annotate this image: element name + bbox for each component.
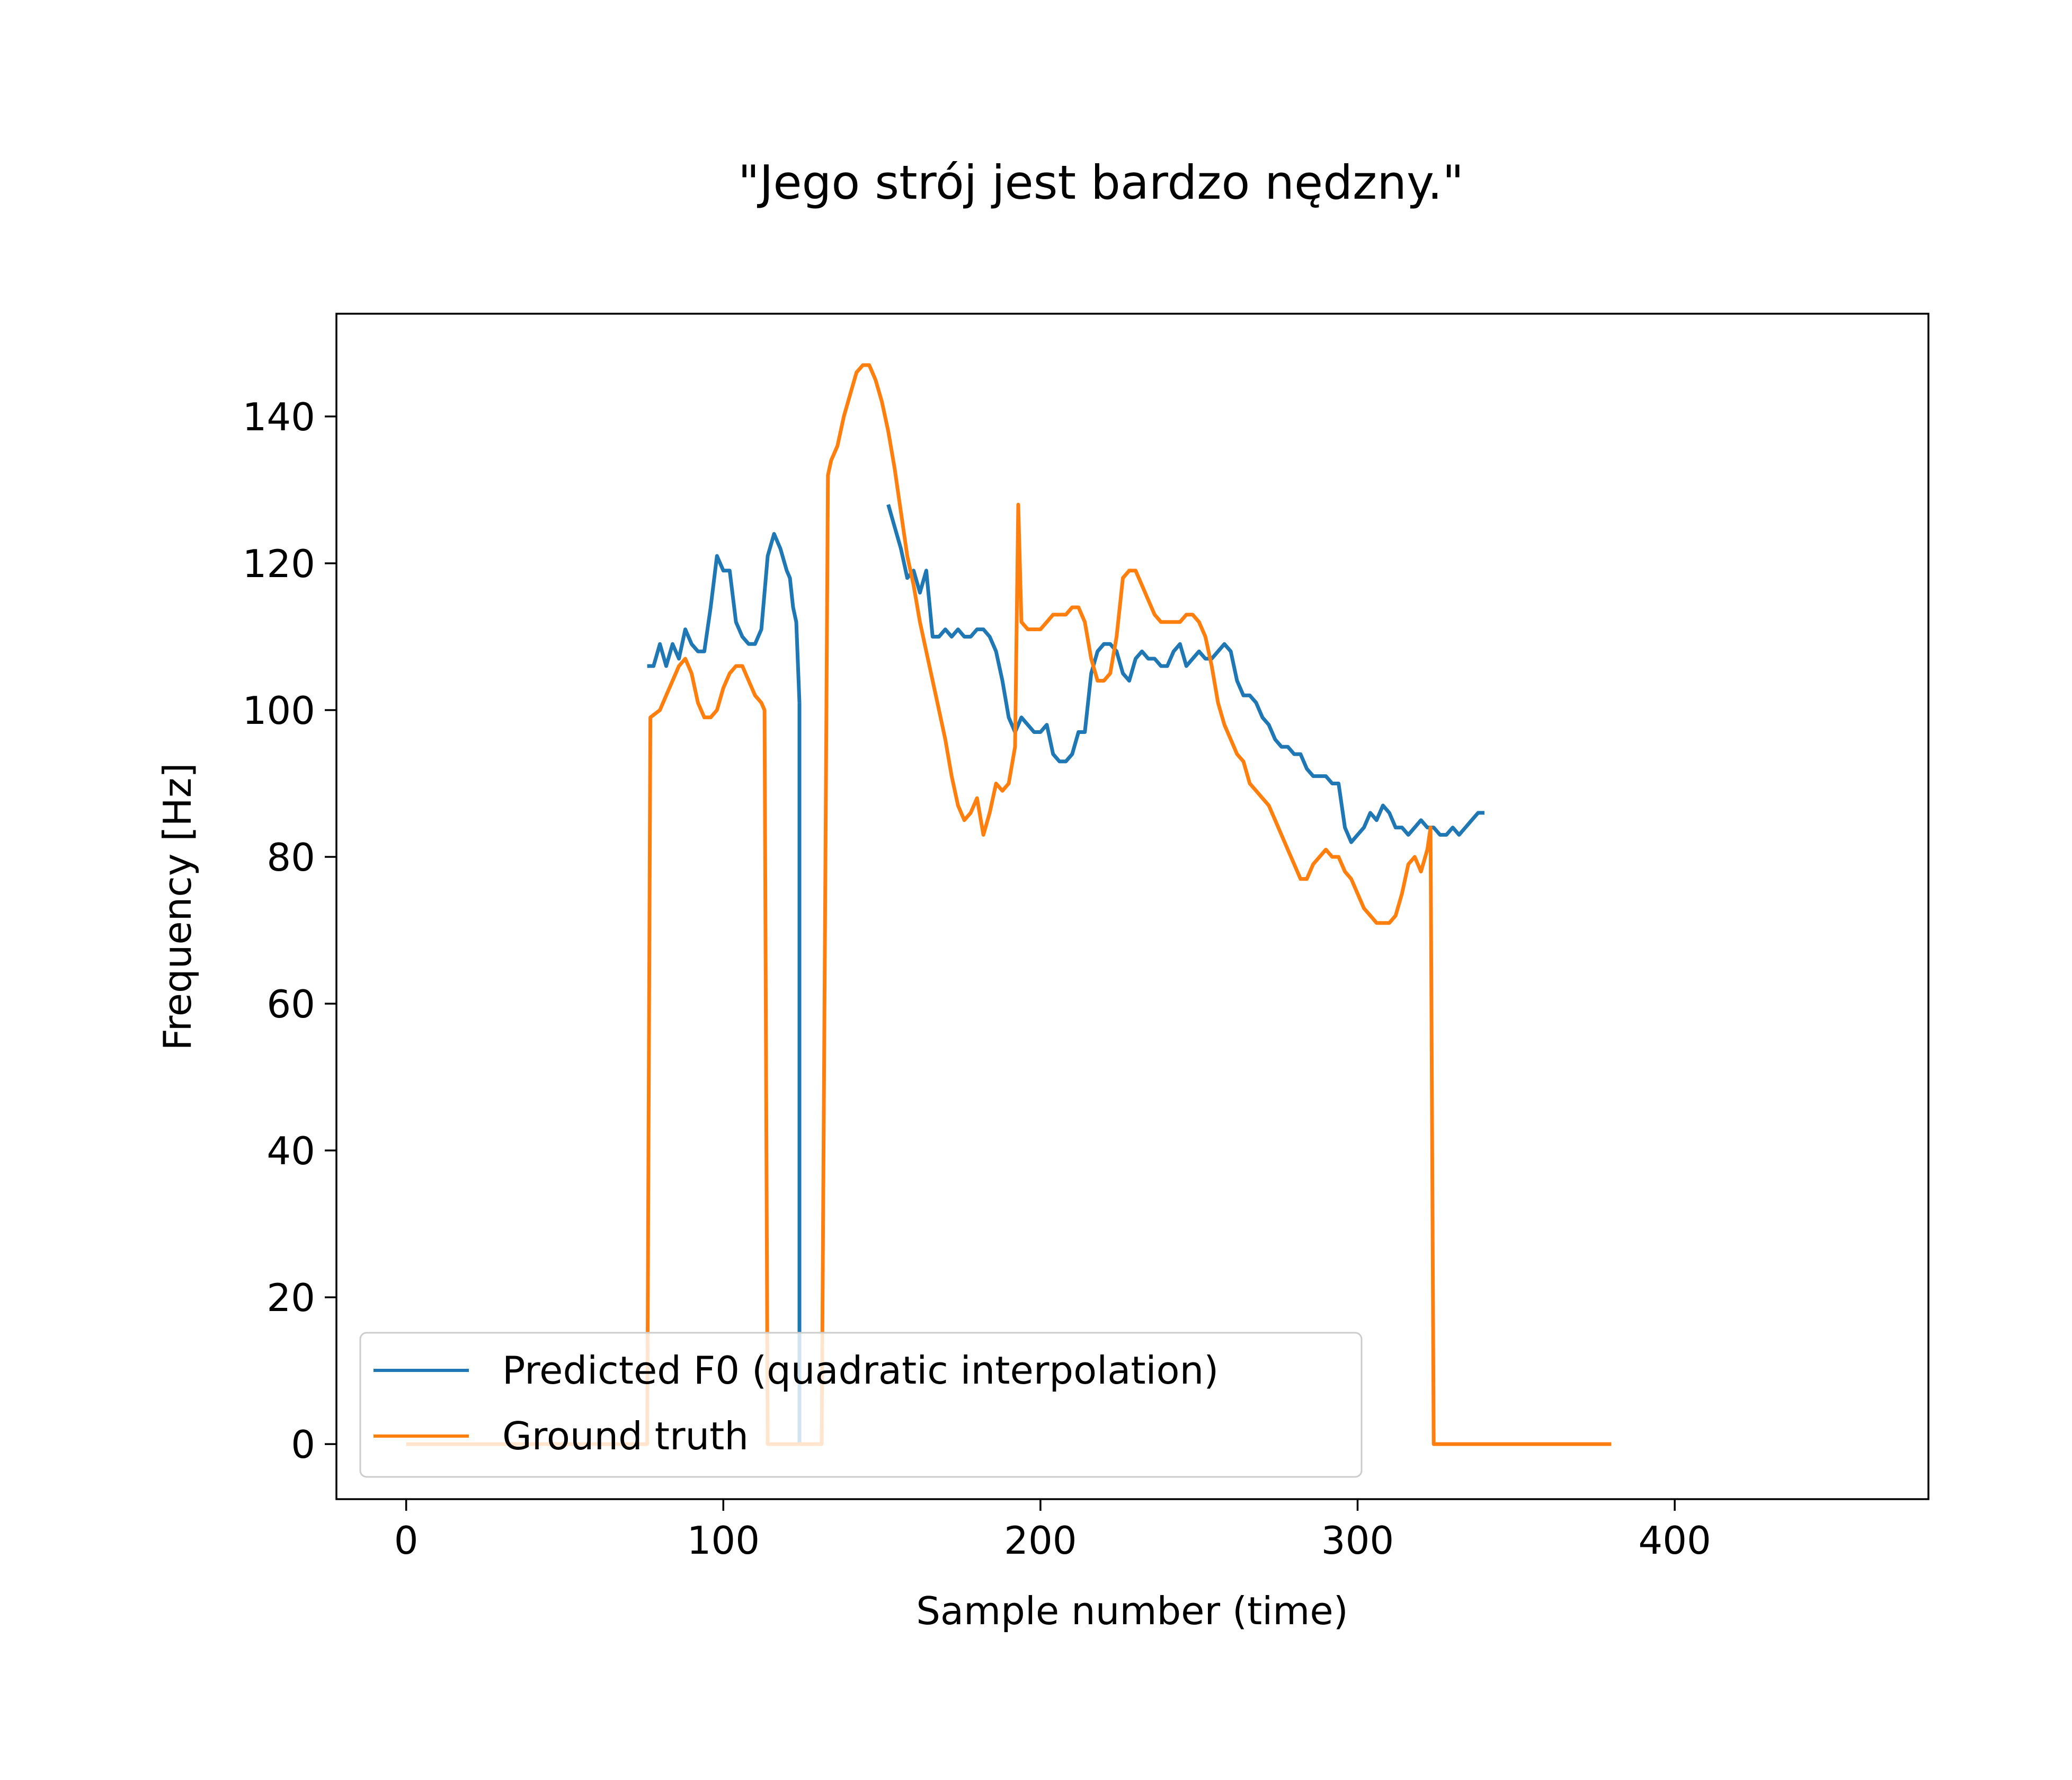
legend-label-ground-truth: Ground truth	[502, 1414, 749, 1458]
y-tick-label: 0	[291, 1422, 315, 1467]
series-line-ground-truth-0	[406, 363, 1612, 1446]
y-tick-label: 60	[266, 982, 315, 1026]
series-line-predicted-1	[886, 504, 1484, 844]
y-tick-label: 140	[243, 395, 315, 439]
axes-frame	[335, 313, 1929, 1500]
plot-series	[406, 363, 1612, 1446]
y-tick-label: 20	[266, 1276, 315, 1320]
x-tick-label: 100	[687, 1518, 760, 1563]
series-line-predicted-0	[647, 532, 802, 703]
legend-box	[359, 1332, 1363, 1478]
y-tick-label: 120	[243, 542, 315, 586]
y-axis-label: Frequency [Hz]	[155, 763, 200, 1051]
y-tick-label: 80	[266, 835, 315, 880]
y-tick-label: 40	[266, 1129, 315, 1173]
x-axis-label: Sample number (time)	[916, 1589, 1348, 1633]
x-axis-ticks: 0 100 200 300 400	[394, 1499, 1711, 1563]
x-tick-label: 400	[1638, 1518, 1711, 1563]
legend: Predicted F0 (quadratic interpolation) G…	[359, 1332, 1363, 1478]
y-tick-label: 100	[243, 688, 315, 733]
y-axis-ticks: 0 20 40 60 80 100 120 140	[243, 395, 336, 1467]
x-tick-label: 200	[1004, 1518, 1077, 1563]
legend-label-predicted: Predicted F0 (quadratic interpolation)	[502, 1348, 1219, 1393]
x-tick-label: 0	[394, 1518, 419, 1563]
x-tick-label: 300	[1321, 1518, 1394, 1563]
chart-title: "Jego strój jest bardzo nędzny."	[738, 155, 1464, 210]
